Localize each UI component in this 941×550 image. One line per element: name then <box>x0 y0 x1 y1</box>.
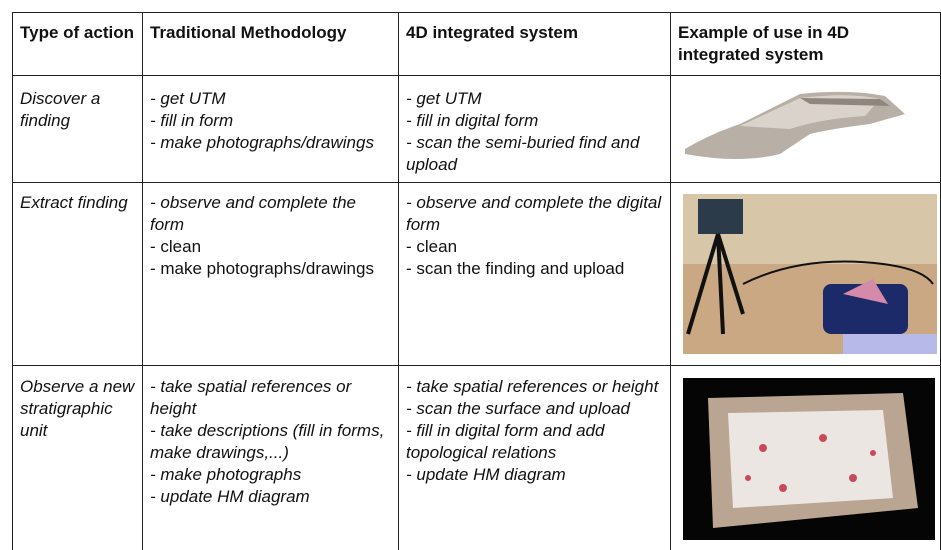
traditional-cell: - take spatial references or height - ta… <box>144 376 398 508</box>
action-cell: Observe a new stratigraphic unit <box>20 377 135 440</box>
header-cell: 4D integrated system <box>406 23 578 42</box>
border <box>12 365 941 366</box>
line: - observe and complete the digital form <box>406 193 662 234</box>
border <box>398 12 399 550</box>
integrated-cell: - take spatial references or height - sc… <box>400 376 670 486</box>
header-cell: Example of use in 4D integrated system <box>678 23 849 64</box>
line: - take spatial references or height <box>150 377 352 418</box>
border <box>670 12 671 550</box>
traditional-cell: - get UTM - fill in form - make photogra… <box>144 88 398 154</box>
border <box>142 12 143 550</box>
line: - get UTM <box>406 89 482 108</box>
integrated-cell: - get UTM - fill in digital form - scan … <box>400 88 670 176</box>
header-cell: Type of action <box>20 23 134 42</box>
line: - make photographs <box>150 465 302 484</box>
line: - scan the finding and upload <box>406 259 625 278</box>
border <box>12 12 13 550</box>
line: - fill in digital form and add topologic… <box>406 421 605 462</box>
border <box>12 182 941 183</box>
line: - make photographs/drawings <box>150 133 374 152</box>
integrated-cell: - observe and complete the digital form … <box>400 192 670 280</box>
scan-image <box>685 91 905 159</box>
surface-image <box>683 378 935 540</box>
line: - scan the surface and upload <box>406 399 630 418</box>
action-cell: Extract finding <box>20 193 128 212</box>
border <box>12 75 941 76</box>
line: - make photographs/drawings <box>150 259 374 278</box>
line: - fill in form <box>150 111 234 130</box>
line: - take spatial references or height <box>406 377 659 396</box>
scanner-image <box>683 194 937 354</box>
line: - scan the semi-buried find and upload <box>406 133 640 174</box>
traditional-cell: - observe and complete the form - clean … <box>144 192 398 280</box>
border <box>12 12 941 13</box>
line: - clean <box>150 237 202 256</box>
line: - observe and complete the form <box>150 193 357 234</box>
line: - update HM diagram <box>150 487 310 506</box>
line: - get UTM <box>150 89 226 108</box>
line: - fill in digital form <box>406 111 539 130</box>
action-cell: Discover a finding <box>20 89 101 130</box>
line: - take descriptions (fill in forms, make… <box>150 421 385 462</box>
line: - update HM diagram <box>406 465 566 484</box>
line: - clean <box>406 237 458 256</box>
header-cell: Traditional Methodology <box>150 23 347 42</box>
